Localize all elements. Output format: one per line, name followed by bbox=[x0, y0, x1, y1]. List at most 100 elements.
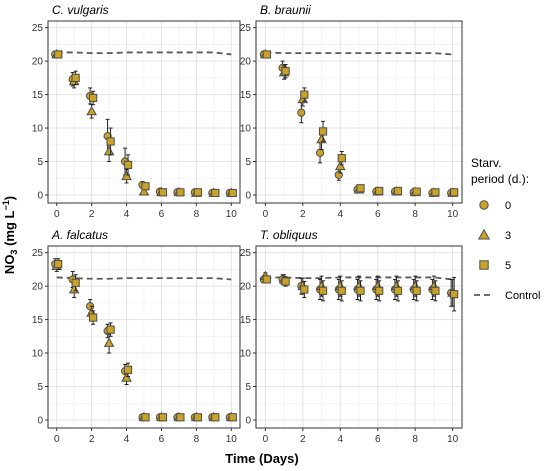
y-tick-label: 20 bbox=[32, 57, 44, 68]
y-tick-label: 15 bbox=[32, 90, 44, 101]
x-tick-label: 10 bbox=[447, 209, 459, 220]
data-point-square bbox=[106, 325, 115, 334]
data-point-square bbox=[106, 137, 115, 146]
legend-item-3: 3 bbox=[477, 228, 511, 242]
y-tick-label: 25 bbox=[32, 248, 44, 259]
x-tick-label: 2 bbox=[89, 209, 95, 220]
x-tick-label: 2 bbox=[300, 209, 306, 220]
control-line bbox=[56, 276, 232, 281]
data-point-square bbox=[71, 278, 80, 287]
y-axis-label-subscript: 3 bbox=[9, 250, 19, 255]
data-point-square bbox=[300, 285, 309, 294]
data-point-square bbox=[337, 286, 346, 295]
y-axis-label: NO3 (mg L−1) bbox=[1, 196, 19, 274]
y-tick-label: 0 bbox=[37, 190, 43, 201]
y-axis-label-close: ) bbox=[2, 196, 17, 200]
legend-items: 0 3 5 Control bbox=[474, 200, 540, 302]
series-5 bbox=[262, 275, 459, 312]
data-point-triangle bbox=[103, 337, 115, 347]
data-point-square bbox=[262, 50, 271, 59]
panel-title: B. braunii bbox=[260, 3, 311, 17]
data-point-triangle bbox=[121, 170, 132, 181]
data-point-square bbox=[71, 73, 80, 82]
y-tick-label: 5 bbox=[37, 157, 43, 168]
y-tick-label: 15 bbox=[240, 90, 252, 101]
legend-label: 3 bbox=[505, 230, 511, 242]
y-axis-label-unit: (mg L bbox=[2, 210, 17, 249]
data-point-triangle bbox=[316, 133, 327, 144]
data-point-square bbox=[393, 286, 403, 295]
data-point-square bbox=[228, 413, 237, 422]
control-line bbox=[56, 51, 232, 56]
data-point-square bbox=[211, 413, 220, 422]
y-tick-label: 0 bbox=[245, 190, 251, 201]
data-point-square bbox=[193, 188, 202, 197]
y-tick-label: 5 bbox=[245, 157, 251, 168]
data-point-square bbox=[375, 286, 384, 295]
y-axis-label-superscript: −1 bbox=[1, 200, 11, 210]
y-axis-label-main: NO bbox=[2, 255, 17, 275]
x-axis-label: Time (Days) bbox=[225, 451, 298, 466]
panel-1: 0 2 4 6 8 10 0 5 10 15 20 25 B. braunii bbox=[240, 3, 463, 220]
data-point-square bbox=[89, 313, 98, 322]
x-tick-label: 8 bbox=[194, 209, 200, 220]
x-tick-label: 6 bbox=[375, 434, 381, 445]
data-point-triangle bbox=[334, 160, 346, 171]
data-point-square bbox=[89, 93, 98, 103]
x-tick-label: 6 bbox=[159, 209, 165, 220]
data-point-triangle bbox=[297, 93, 309, 104]
legend-item-Control: Control bbox=[474, 290, 540, 302]
y-tick-label: 10 bbox=[32, 349, 44, 360]
y-tick-label: 20 bbox=[240, 282, 252, 293]
panel-title: C. vulgaris bbox=[52, 3, 109, 17]
x-tick-label: 8 bbox=[194, 434, 200, 445]
legend-symbol-triangle bbox=[477, 228, 491, 240]
legend-label: Control bbox=[505, 290, 540, 302]
data-point-square bbox=[228, 188, 237, 198]
panel-border bbox=[47, 20, 241, 204]
series-5 bbox=[262, 50, 459, 197]
data-point-square bbox=[262, 275, 271, 284]
data-point-square bbox=[158, 188, 168, 197]
data-point-square bbox=[281, 277, 290, 286]
legend-symbol-square bbox=[479, 260, 489, 270]
data-point-triangle bbox=[86, 105, 97, 116]
y-tick-label: 20 bbox=[32, 282, 44, 293]
legend-item-5: 5 bbox=[479, 260, 511, 272]
y-tick-label: 10 bbox=[240, 349, 252, 360]
legend-title-line1: Starv. bbox=[471, 156, 501, 170]
x-tick-label: 4 bbox=[337, 209, 343, 220]
panel-title: A. falcatus bbox=[51, 228, 108, 242]
data-point-square bbox=[141, 413, 150, 422]
x-tick-label: 8 bbox=[412, 434, 418, 445]
x-tick-label: 4 bbox=[124, 434, 130, 445]
control-line bbox=[265, 51, 453, 56]
x-tick-label: 0 bbox=[263, 209, 269, 220]
panel-0: 0 2 4 6 8 10 0 5 10 15 20 25 C. vulgaris bbox=[32, 3, 241, 220]
data-point-circle bbox=[297, 108, 306, 117]
legend-label: 0 bbox=[505, 200, 511, 212]
x-tick-label: 6 bbox=[375, 209, 381, 220]
legend-symbol-circle bbox=[479, 200, 489, 210]
x-tick-label: 6 bbox=[159, 434, 165, 445]
panel-title: T. obliquus bbox=[260, 228, 318, 242]
data-point-square bbox=[375, 186, 384, 196]
panel-3: 0 2 4 6 8 10 0 5 10 15 20 25 T. obliquus bbox=[240, 228, 463, 445]
data-point-triangle bbox=[138, 186, 150, 196]
y-tick-label: 0 bbox=[37, 415, 43, 426]
data-point-square bbox=[318, 127, 328, 136]
x-tick-label: 4 bbox=[124, 209, 130, 220]
x-tick-label: 10 bbox=[226, 209, 238, 220]
panel-2: 0 2 4 6 8 10 0 5 10 15 20 25 A. falcatus bbox=[32, 228, 241, 445]
panel-border bbox=[255, 245, 463, 429]
data-point-circle bbox=[334, 170, 343, 179]
data-point-square bbox=[123, 365, 133, 374]
y-tick-label: 25 bbox=[240, 23, 252, 34]
data-point-square bbox=[431, 286, 440, 295]
x-tick-label: 2 bbox=[300, 434, 306, 445]
x-tick-label: 0 bbox=[263, 434, 269, 445]
data-point-square bbox=[431, 188, 440, 197]
data-point-square bbox=[356, 184, 365, 193]
data-point-square bbox=[281, 67, 290, 76]
